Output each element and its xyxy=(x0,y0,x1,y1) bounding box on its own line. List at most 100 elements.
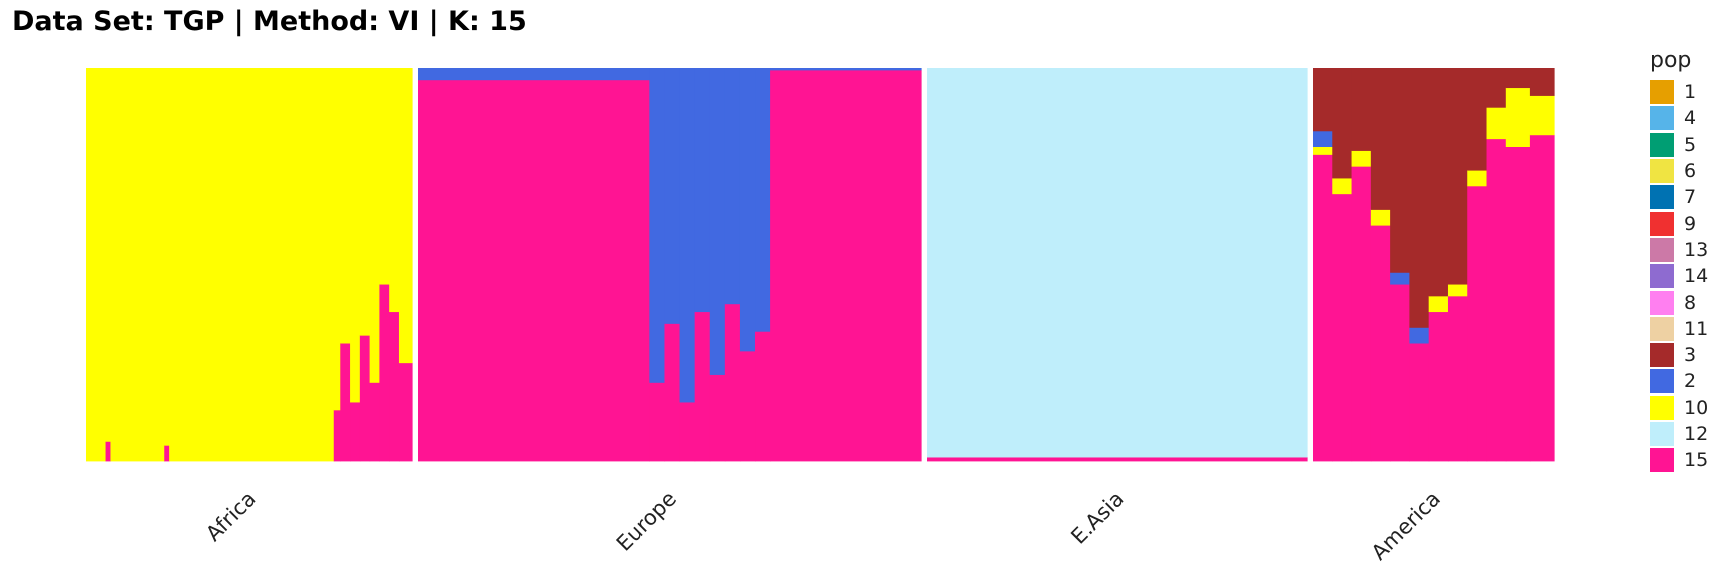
legend-label: 4 xyxy=(1684,107,1697,130)
legend-swatch xyxy=(1650,290,1674,315)
legend-items: 1 4 5 6 7 9 13 14 8 11 3 2 10 12 15 xyxy=(1650,79,1708,473)
bar-america-7-pop3 xyxy=(1447,68,1468,285)
legend-item-pop-10: 10 xyxy=(1650,395,1708,421)
bar-america-11-pop15 xyxy=(1529,134,1555,462)
bar-america-8-pop3 xyxy=(1467,68,1488,171)
bar-africa-8-pop10 xyxy=(359,68,371,336)
bar-america-0-pop3 xyxy=(1313,68,1333,132)
bar-africa-9-pop15 xyxy=(369,382,380,462)
legend-item-pop-7: 7 xyxy=(1650,184,1708,210)
group-panel-europe xyxy=(418,68,922,462)
legend-label: 6 xyxy=(1684,160,1697,183)
legend-item-pop-2: 2 xyxy=(1650,368,1708,394)
bar-america-7-pop15 xyxy=(1447,295,1468,462)
bar-america-9-pop15 xyxy=(1486,138,1507,462)
bar-europe-7-pop15 xyxy=(739,350,756,462)
bar-africa-6-pop15 xyxy=(340,343,351,462)
bar-america-6-pop15 xyxy=(1428,311,1449,462)
legend-swatch xyxy=(1650,448,1674,473)
bar-europe-7-pop2 xyxy=(739,68,756,352)
bar-africa-8-pop15 xyxy=(359,335,371,462)
legend-swatch xyxy=(1650,106,1674,131)
bar-europe-6-pop15 xyxy=(724,303,741,462)
bar-africa-9-pop10 xyxy=(369,68,380,383)
bar-america-3-pop10 xyxy=(1370,209,1391,226)
legend-swatch xyxy=(1650,264,1674,289)
bar-america-0-pop15 xyxy=(1313,154,1333,462)
legend-label: 14 xyxy=(1684,265,1709,288)
bar-america-9-pop3 xyxy=(1486,68,1507,108)
bar-america-10-pop15 xyxy=(1505,146,1531,462)
legend-swatch xyxy=(1650,395,1674,420)
legend-item-pop-8: 8 xyxy=(1650,289,1708,315)
legend-item-pop-6: 6 xyxy=(1650,158,1708,184)
bar-america-5-pop2 xyxy=(1409,327,1430,344)
bar-europe-2-pop15 xyxy=(664,323,681,462)
bar-africa-7-pop10 xyxy=(350,68,361,403)
bar-africa-11-pop15 xyxy=(389,311,400,462)
bar-america-10-pop10 xyxy=(1505,87,1531,147)
group-label-america: America xyxy=(1367,487,1445,565)
bar-easia-0-pop15 xyxy=(927,457,1308,462)
legend-swatch xyxy=(1650,369,1674,394)
bar-africa-3-pop15 xyxy=(164,445,170,462)
bar-easia-0-pop12 xyxy=(927,68,1308,458)
group-label-easia: E.Asia xyxy=(1066,487,1128,549)
bar-america-2-pop10 xyxy=(1351,150,1372,167)
bar-america-1-pop10 xyxy=(1332,178,1353,195)
bar-america-3-pop3 xyxy=(1370,68,1391,210)
legend-label: 1 xyxy=(1684,81,1697,104)
bar-america-0-pop2 xyxy=(1313,130,1333,147)
bar-africa-2-pop10 xyxy=(110,68,165,462)
legend-item-pop-11: 11 xyxy=(1650,316,1708,342)
bar-africa-1-pop10 xyxy=(105,68,112,442)
group-labels: Africa Europe E.Asia America xyxy=(201,487,1445,565)
legend-label: 9 xyxy=(1684,212,1697,235)
bar-america-10-pop3 xyxy=(1505,68,1531,89)
bar-africa-3-pop10 xyxy=(164,68,170,446)
legend-swatch xyxy=(1650,343,1674,368)
legend-label: 2 xyxy=(1684,370,1697,393)
legend-item-pop-5: 5 xyxy=(1650,132,1708,158)
legend-swatch xyxy=(1650,316,1674,341)
bar-europe-6-pop2 xyxy=(724,68,741,305)
legend-label: 12 xyxy=(1684,423,1709,445)
bar-america-5-pop3 xyxy=(1409,68,1430,328)
bar-america-11-pop10 xyxy=(1529,95,1555,136)
bar-africa-7-pop15 xyxy=(350,402,361,462)
legend-swatch xyxy=(1650,422,1674,446)
legend-label: 5 xyxy=(1684,133,1697,156)
bar-america-2-pop15 xyxy=(1351,166,1372,462)
legend-swatch xyxy=(1650,237,1674,262)
bar-africa-1-pop15 xyxy=(105,441,112,462)
legend-label: 8 xyxy=(1684,291,1697,314)
legend-label: 3 xyxy=(1684,344,1697,367)
legend-swatch xyxy=(1650,159,1674,184)
bar-europe-0-pop2 xyxy=(418,68,650,81)
bar-europe-8-pop2 xyxy=(755,68,771,332)
bar-america-4-pop2 xyxy=(1390,272,1410,285)
bar-america-5-pop15 xyxy=(1409,343,1430,462)
legend-label: 13 xyxy=(1684,238,1709,261)
group-panel-africa xyxy=(86,68,413,462)
bar-africa-6-pop10 xyxy=(340,68,351,344)
legend-swatch xyxy=(1650,185,1674,210)
bar-europe-4-pop2 xyxy=(694,68,711,313)
legend-item-pop-9: 9 xyxy=(1650,210,1708,236)
bar-america-8-pop15 xyxy=(1467,185,1488,462)
legend-item-pop-14: 14 xyxy=(1650,263,1708,289)
bar-america-11-pop3 xyxy=(1529,68,1555,96)
legend-label: 11 xyxy=(1684,317,1709,340)
bar-america-4-pop15 xyxy=(1390,284,1410,462)
bar-africa-12-pop15 xyxy=(398,362,413,462)
bar-europe-5-pop15 xyxy=(709,374,726,462)
bar-america-4-pop3 xyxy=(1390,68,1410,273)
group-label-africa: Africa xyxy=(201,487,260,546)
bar-europe-0-pop15 xyxy=(418,79,650,462)
bar-europe-2-pop2 xyxy=(664,68,681,324)
legend-swatch xyxy=(1650,132,1674,157)
bar-africa-5-pop15 xyxy=(333,409,341,462)
bar-europe-4-pop15 xyxy=(694,311,711,462)
bar-america-6-pop10 xyxy=(1428,295,1449,313)
bar-europe-5-pop2 xyxy=(709,68,726,375)
